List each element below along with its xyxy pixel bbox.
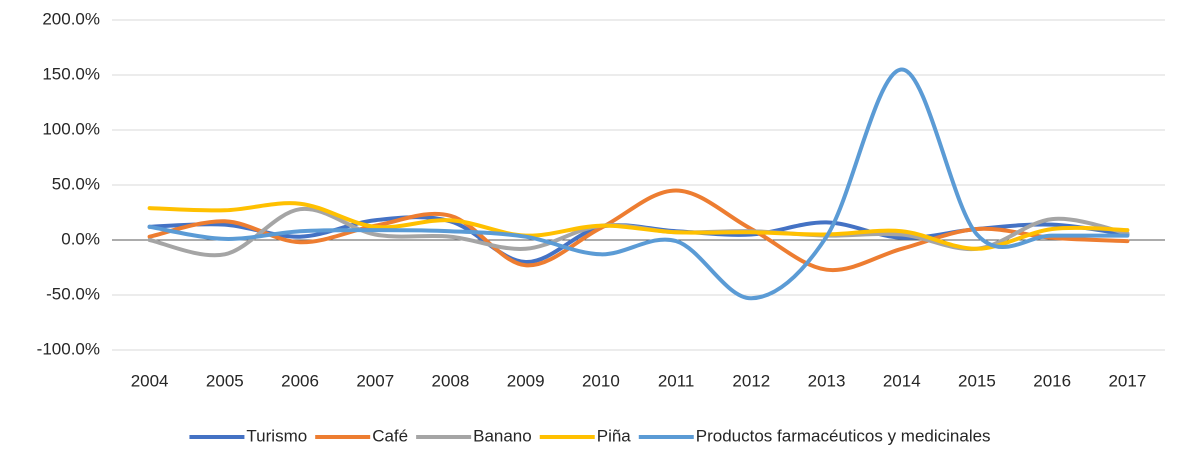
series-line — [147, 188, 1130, 273]
legend-label: Piña — [597, 426, 632, 445]
x-tick-label: 2012 — [732, 371, 770, 390]
x-tick-label: 2006 — [281, 371, 319, 390]
y-tick-label: 200.0% — [42, 9, 100, 28]
x-tick-label: 2016 — [1033, 371, 1071, 390]
legend-label: Banano — [473, 426, 532, 445]
y-tick-label: -50.0% — [46, 284, 100, 303]
y-tick-label: 50.0% — [52, 174, 100, 193]
y-tick-label: 0.0% — [61, 229, 100, 248]
series-line — [147, 201, 1130, 251]
x-tick-label: 2010 — [582, 371, 620, 390]
x-tick-label: 2005 — [206, 371, 244, 390]
x-tick-label: 2009 — [507, 371, 545, 390]
x-tick-label: 2007 — [356, 371, 394, 390]
x-tick-label: 2013 — [808, 371, 846, 390]
y-tick-label: 150.0% — [42, 64, 100, 83]
x-tick-label: 2008 — [432, 371, 470, 390]
x-tick-label: 2015 — [958, 371, 996, 390]
x-tick-label: 2004 — [131, 371, 169, 390]
legend-label: Turismo — [246, 426, 307, 445]
legend-label: Productos farmacéuticos y medicinales — [696, 426, 991, 445]
x-tick-label: 2011 — [658, 371, 695, 390]
legend-label: Café — [372, 426, 408, 445]
x-tick-label: 2017 — [1108, 371, 1146, 390]
x-tick-label: 2014 — [883, 371, 921, 390]
y-tick-label: -100.0% — [37, 339, 100, 358]
series-line — [147, 67, 1130, 301]
y-tick-label: 100.0% — [42, 119, 100, 138]
